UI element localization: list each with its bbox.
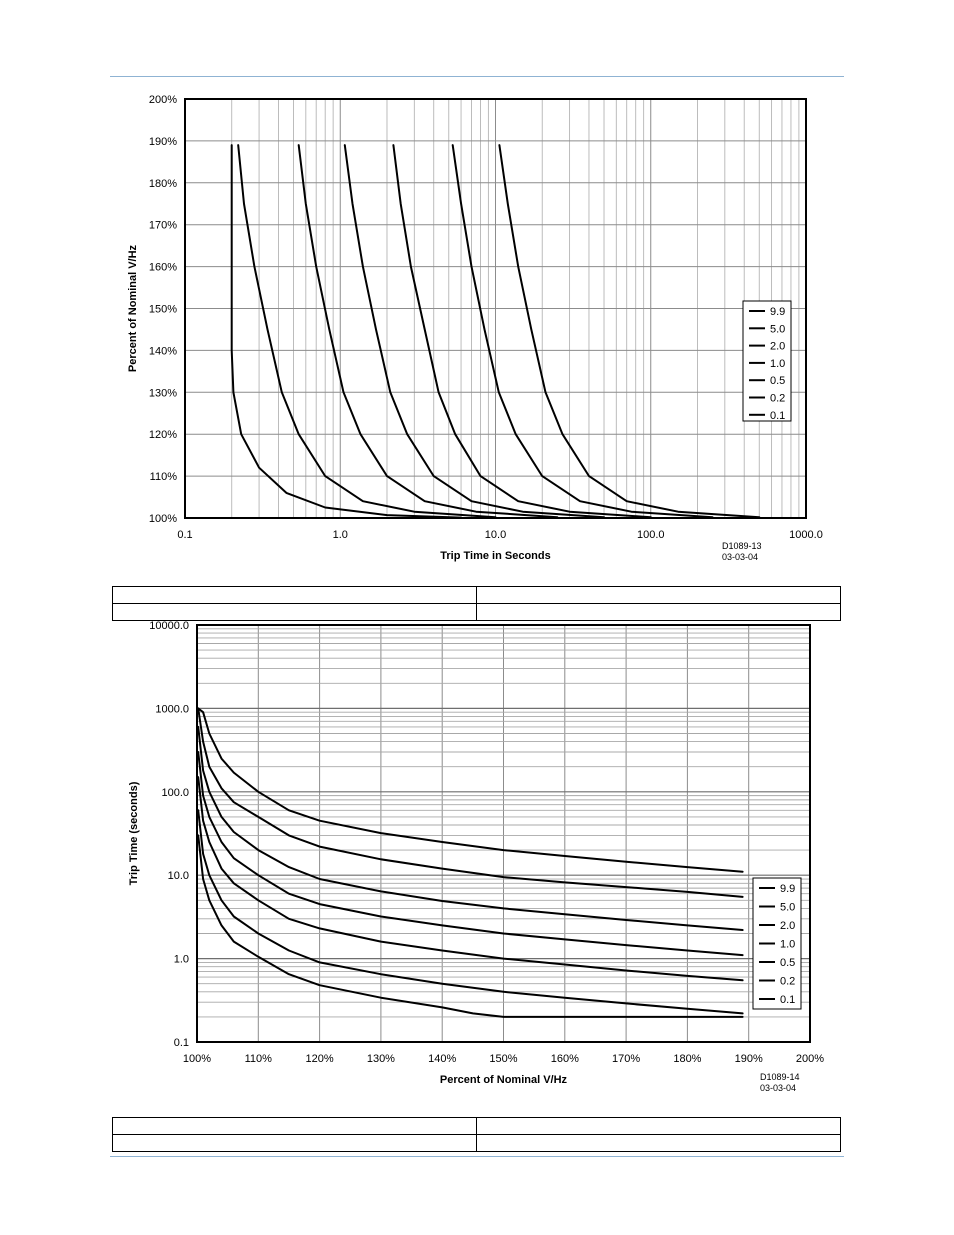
- table-cell: [112, 1117, 477, 1135]
- chart2-x-tick-label: 200%: [796, 1053, 824, 1065]
- header-rule: [110, 76, 844, 77]
- chart2-x-tick-label: 190%: [735, 1053, 763, 1065]
- chart1-x-axis-title: Trip Time in Seconds: [440, 550, 550, 562]
- chart2-series-0-5: [197, 776, 744, 982]
- chart1-y-tick-label: 150%: [149, 304, 177, 316]
- chart2-x-tick-label: 120%: [306, 1053, 334, 1065]
- chart1-x-tick-label: 0.1: [177, 529, 192, 541]
- chart2-legend-label: 9.9: [780, 883, 795, 895]
- table-cell: [476, 1117, 841, 1135]
- chart2-x-axis-title: Percent of Nominal V/Hz: [440, 1074, 568, 1086]
- chart2-legend-label: 1.0: [780, 939, 795, 951]
- chart1-y-tick-label: 110%: [150, 471, 178, 483]
- table-cell: [476, 603, 841, 621]
- chart1-y-tick-label: 190%: [149, 136, 177, 148]
- chart2-drawing-id: D1089-14: [760, 1072, 800, 1082]
- chart2-x-tick-label: 180%: [673, 1053, 701, 1065]
- chart1-legend-label: 5.0: [770, 323, 785, 335]
- vhz-trip-curve-chart: 0.1 1.0 10.0 100.0 1000.0 100% 110% 120% 130% 140…: [127, 94, 823, 562]
- chart1-legend-label: 2.0: [770, 341, 785, 353]
- chart2-y-tick-label: 0.1: [174, 1037, 189, 1049]
- chart1-series-group: [230, 144, 761, 519]
- chart1-y-tick-label: 160%: [149, 262, 177, 274]
- chart1-series-0-5: [297, 144, 559, 519]
- chart1-x-tick-label: 10.0: [485, 529, 506, 541]
- chart1-legend-label: 0.1: [770, 410, 785, 422]
- chart1-series-2-0: [392, 144, 652, 519]
- chart1-series-0-2: [237, 144, 497, 519]
- chart1-legend-label: 9.9: [770, 306, 785, 318]
- chart1-series-0-1: [230, 144, 463, 519]
- chart1-y-tick-label: 180%: [149, 178, 177, 190]
- chart2-y-tick-label: 1000.0: [155, 703, 189, 715]
- chart2-series-0-2: [197, 809, 744, 1015]
- chart2-y-tick-label: 10.0: [168, 870, 189, 882]
- chart1-drawing-id: D1089-13: [722, 541, 762, 551]
- chart1-y-tick-label: 100%: [149, 513, 177, 525]
- chart2-x-tick-label: 170%: [612, 1053, 640, 1065]
- chart1-y-tick-label: 170%: [149, 220, 177, 232]
- chart1-y-tick-label: 200%: [149, 94, 177, 106]
- chart2-y-tick-label: 10000.0: [149, 620, 189, 632]
- chart2-plot-frame: [196, 624, 811, 1043]
- table-row: [112, 586, 841, 604]
- chart2-x-tick-label: 150%: [489, 1053, 517, 1065]
- chart2-series-5-0: [197, 707, 744, 898]
- chart1-y-tick-label: 140%: [149, 345, 177, 357]
- figure-caption-table-1: [112, 586, 841, 621]
- chart2-legend: 9.9 5.0 2.0 1.0 0.5 0.2 0.1: [752, 877, 802, 1010]
- chart2-x-tick-label: 160%: [551, 1053, 579, 1065]
- chart2-series-0-1: [197, 834, 744, 1018]
- chart1-series-9-9: [498, 144, 761, 519]
- chart2-y-tick-label: 100.0: [161, 787, 189, 799]
- chart1-x-tick-label: 1.0: [333, 529, 348, 541]
- chart1-series-5-0: [451, 144, 714, 519]
- chart1-y-tick-label: 130%: [149, 387, 177, 399]
- chart2-series-9-9: [197, 707, 744, 873]
- table-row: [112, 1134, 841, 1152]
- table-cell: [476, 586, 841, 604]
- chart2-legend-label: 5.0: [780, 902, 795, 914]
- chart1-y-axis-title: Percent of Nominal V/Hz: [127, 244, 139, 372]
- chart1-y-tick-label: 120%: [149, 429, 177, 441]
- chart1-legend: 9.9 5.0 2.0 1.0 0.5 0.2 0.1: [742, 300, 792, 422]
- chart1-plot-frame: [184, 98, 807, 519]
- trip-time-curve-chart: 100% 110% 120% 130% 140% 150% 160% 170% 180% 190%…: [128, 620, 824, 1093]
- table-row: [112, 1117, 841, 1135]
- table-cell: [112, 1134, 477, 1152]
- chart2-y-axis-title: Trip Time (seconds): [128, 781, 140, 885]
- chart2-x-tick-label: 140%: [428, 1053, 456, 1065]
- chart2-drawing-id: 03-03-04: [760, 1083, 796, 1093]
- figure-caption-table-2: [112, 1117, 841, 1152]
- chart2-legend-label: 0.2: [780, 976, 795, 988]
- chart1-legend-label: 0.2: [770, 393, 785, 405]
- chart2-legend-label: 0.5: [780, 957, 795, 969]
- chart2-legend-label: 2.0: [780, 920, 795, 932]
- chart1-legend-label: 1.0: [770, 358, 785, 370]
- table-cell: [476, 1134, 841, 1152]
- table-row: [112, 603, 841, 621]
- chart1-drawing-id: 03-03-04: [722, 552, 758, 562]
- chart1-x-tick-label: 1000.0: [789, 529, 823, 541]
- chart1-x-tick-label: 100.0: [637, 529, 665, 541]
- chart1-legend-box: [742, 300, 792, 422]
- footer-rule: [110, 1156, 844, 1157]
- chart2-series-2-0: [197, 725, 744, 931]
- chart2-x-tick-label: 110%: [245, 1053, 273, 1065]
- chart1-series-1-0: [343, 144, 605, 519]
- chart2-x-tick-label: 130%: [367, 1053, 395, 1065]
- table-cell: [112, 586, 477, 604]
- chart2-x-tick-label: 100%: [183, 1053, 211, 1065]
- chart2-y-tick-label: 1.0: [174, 954, 189, 966]
- chart2-series-group: [197, 707, 744, 1018]
- chart2-series-1-0: [197, 751, 744, 957]
- chart1-legend-label: 0.5: [770, 375, 785, 387]
- chart1-grid: [184, 98, 806, 519]
- chart2-legend-label: 0.1: [780, 994, 795, 1006]
